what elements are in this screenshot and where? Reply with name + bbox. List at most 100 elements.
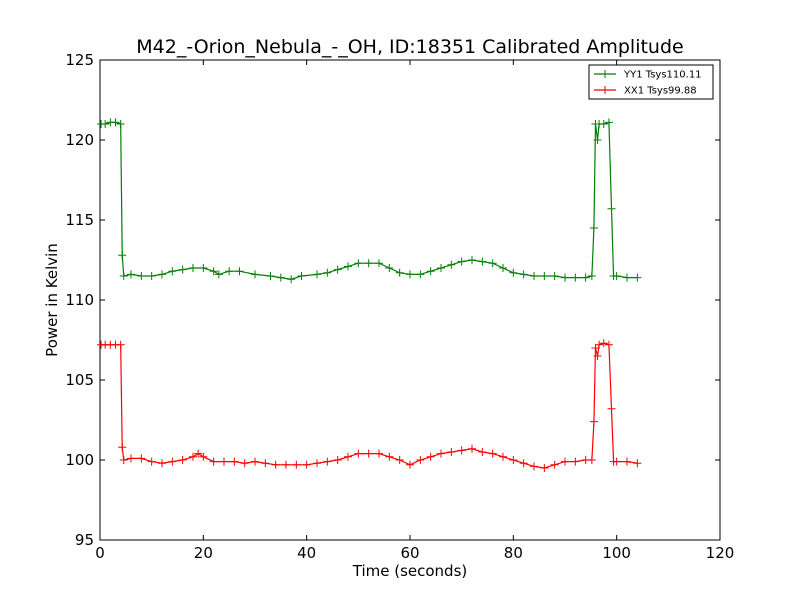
data-point [282,460,290,469]
data-point [276,273,285,282]
data-point [519,459,528,468]
data-point [178,265,187,274]
series-1 [97,339,642,472]
data-point [426,452,435,461]
data-point [499,264,507,272]
data-point [137,454,146,463]
y-tick-label: 105 [65,371,94,389]
data-point [313,459,321,468]
data-point [587,456,596,464]
data-point [599,339,608,348]
x-tick-label: 20 [194,544,213,562]
data-point [230,457,239,466]
data-point [604,340,613,349]
data-point [147,272,156,280]
data-point [437,264,445,272]
data-point [194,449,203,458]
data-point [395,456,404,464]
data-point [364,449,373,458]
data-point [118,251,127,260]
data-point [437,449,445,458]
data-point [623,273,631,282]
data-point [375,259,383,268]
data-point [561,273,569,282]
data-point [333,456,342,464]
legend-marker [601,86,609,94]
data-point [587,272,596,280]
data-point [509,268,518,277]
data-point [209,267,218,276]
data-point [633,459,642,468]
data-point [220,457,228,466]
data-point [287,275,296,284]
data-point [530,462,538,471]
x-tick-label: 80 [504,544,523,562]
data-point [468,444,476,453]
data-point [323,457,332,466]
data-point [571,457,580,466]
data-point [488,259,497,268]
data-point [604,118,613,127]
data-point [478,448,487,456]
data-point [550,272,559,280]
series-layer [97,118,642,472]
data-point [168,457,177,466]
data-point [593,136,602,144]
data-point [571,273,580,282]
data-point [354,449,363,458]
data-point [209,457,218,466]
data-point [302,460,311,469]
data-point [589,224,598,232]
data-point [323,268,332,277]
data-point [364,259,373,268]
x-tick-label: 0 [95,544,105,562]
data-point [147,457,156,466]
data-point [607,404,616,413]
data-point [251,270,259,279]
data-point [509,456,518,464]
data-point [168,267,177,276]
data-point [266,272,275,280]
legend-marker [601,70,609,78]
data-point [581,273,590,282]
data-point [540,464,549,472]
data-point [178,456,187,464]
data-point [251,457,259,466]
data-point [550,460,559,469]
data-point [612,457,621,466]
data-point [354,259,363,268]
data-point [111,118,120,127]
data-point [261,459,270,468]
data-point [488,449,497,458]
data-point [119,272,128,280]
data-point [593,352,602,360]
data-point [612,272,621,280]
data-point [633,273,642,282]
data-point [235,267,244,276]
data-point [189,264,197,272]
data-point [127,270,135,279]
data-point [158,459,166,468]
data-point [333,265,342,274]
series-0 [97,118,642,284]
data-point [530,272,538,280]
y-tick-label: 125 [65,51,94,69]
data-point [137,272,146,280]
data-point [623,457,631,466]
chart-title: M42_-Orion_Nebula_-_OH, ID:18351 Calibra… [136,36,683,58]
data-point [240,459,249,468]
data-point [519,270,528,279]
y-tick-label: 100 [65,451,94,469]
data-point [375,449,383,458]
data-point [292,460,301,469]
data-point [271,460,280,469]
data-point [468,256,476,264]
data-point [127,454,135,463]
data-point [561,457,569,466]
y-tick-label: 120 [65,131,94,149]
data-point [447,448,456,456]
data-point [189,452,197,461]
data-point [406,270,414,279]
legend-label: YY1 Tsys110.11 [623,70,702,81]
data-point [426,267,435,276]
